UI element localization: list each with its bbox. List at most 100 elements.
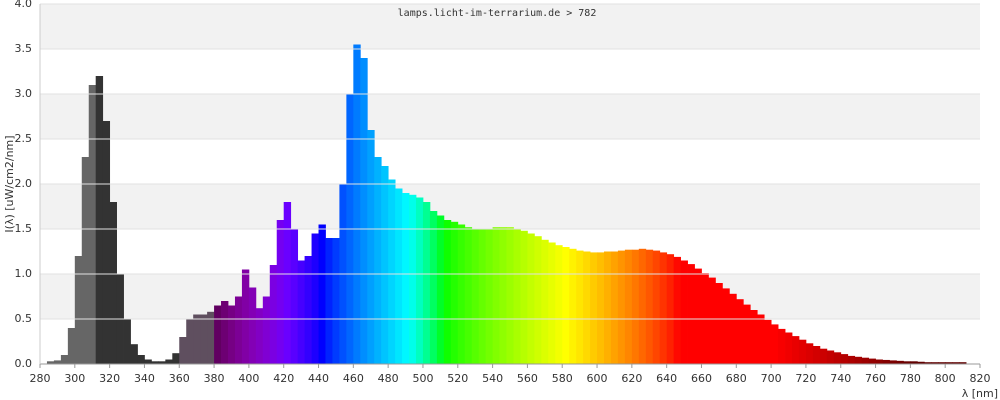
y-tick-label: 0.0 [15,357,33,370]
spectrum-bar [917,361,925,364]
spectrum-bar [464,227,473,364]
spectrum-bar [283,202,292,364]
spectrum-bar [158,361,166,364]
spectrum-bar [137,355,145,364]
spectrum-bar [276,220,285,364]
spectrum-bar [750,310,758,364]
spectrum-bar [659,252,668,364]
chart-title: lamps.licht-im-terrarium.de > 782 [398,8,597,19]
spectrum-bar [708,277,716,364]
spectrum-bar [861,357,869,364]
spectrum-bar [931,362,939,364]
spectrum-bar [729,293,737,364]
spectrum-bar [102,121,111,364]
spectrum-bar [610,251,619,364]
spectrum-bar [109,202,117,364]
spectrum-bar [903,361,911,364]
spectrum-bar [367,130,375,364]
spectrum-bar [604,251,612,364]
spectrum-bar [583,251,591,364]
spectrum-bar [311,233,319,364]
x-tick-label: 560 [517,372,538,385]
spectrum-bar [471,229,480,364]
spectrum-bar [959,362,967,364]
spectrum-bar [576,250,584,364]
x-tick-label: 280 [30,372,51,385]
spectrum-bar [945,362,953,364]
spectrum-bar [214,305,222,364]
spectrum-bar [520,230,528,364]
spectrum [46,44,967,364]
spectrum-bar [819,348,828,364]
grid-band [40,184,980,229]
spectrum-bar [123,319,131,364]
spectrum-bar [193,314,201,364]
spectrum-bar [374,157,382,364]
spectrum-bar [736,299,744,364]
spectrum-bar [687,264,695,364]
spectrum-bar [221,301,229,364]
spectrum-bar [910,361,918,364]
spectrum-bar [353,44,361,364]
spectrum-bar [590,252,598,364]
spectrum-bar [450,221,459,364]
spectrum-bar [165,359,173,364]
spectrum-bar [436,215,445,364]
spectrum-bar [743,304,751,364]
spectrum-bar [506,227,514,364]
spectrum-bar [715,283,723,364]
x-tick-label: 320 [99,372,120,385]
spectrum-bar [785,332,793,364]
spectrum-bar [179,337,187,364]
spectrum-bar [847,355,856,364]
spectrum-bar [680,260,688,364]
axes: 0.0 0.5 1.0 1.5 2.0 2.5 3.0 3.5 4.0 280 300 320 340 3… [15,0,991,385]
x-tick-label: 580 [552,372,573,385]
spectrum-bar [938,362,946,364]
x-tick-label: 400 [238,372,259,385]
spectrum-bar [854,356,863,364]
spectrum-bar [325,238,333,364]
spectrum-bar [395,188,403,364]
spectrum-bar [778,328,786,364]
x-tick-label: 800 [935,372,956,385]
x-tick-label: 480 [378,372,399,385]
x-tick-label: 660 [691,372,712,385]
spectrum-bar [534,236,542,364]
spectrum-bar [673,256,681,364]
spectrum-bar [896,360,904,364]
spectrum-bar [638,248,647,364]
y-tick-label: 3.0 [15,87,33,100]
x-tick-label: 540 [482,372,503,385]
spectrum-bar [269,265,278,364]
x-tick-label: 700 [761,372,782,385]
spectrum-bar [409,194,417,364]
spectrum-bar [597,252,605,364]
spectrum-bar [952,362,960,364]
spectrum-bar [666,254,675,364]
spectrum-bar [792,336,800,364]
spectrum-bar [402,193,410,364]
spectrum-bar [868,358,876,364]
spectrum-bar [548,242,556,364]
spectrum-bar [318,224,326,364]
x-tick-label: 360 [169,372,190,385]
spectrum-bar [381,166,389,364]
spectrum-bar [555,245,563,364]
spectrum-bar [186,319,194,364]
spectrum-bar [207,311,215,364]
x-tick-label: 780 [900,372,921,385]
spectrum-bar [875,359,883,364]
y-axis-label: I(λ) [uW/cm2/nm] [3,135,16,232]
x-tick-label: 460 [343,372,364,385]
spectrum-bar [262,296,271,364]
spectrum-bar [60,355,69,364]
spectrum-bar [443,220,452,364]
x-tick-label: 340 [134,372,155,385]
spectrum-bar [492,227,500,364]
spectrum-bar [228,305,236,364]
x-tick-label: 420 [273,372,294,385]
spectrum-bar [569,248,577,364]
spectrum-bar [805,343,814,364]
